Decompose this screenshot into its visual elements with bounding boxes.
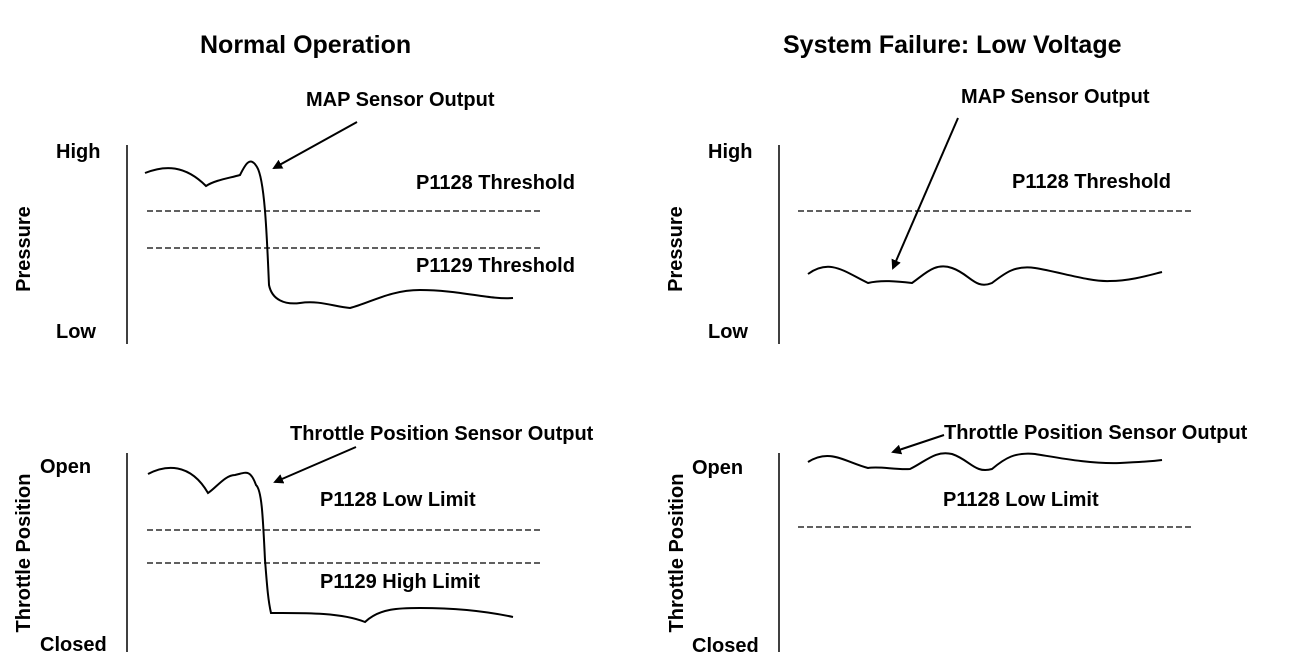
low-voltage-title: System Failure: Low Voltage — [783, 31, 1122, 59]
normal-p1129-high-limit-label: P1129 High Limit — [320, 571, 481, 593]
failure-pressure-high-label: High — [708, 141, 753, 163]
normal-throttle-callout-arrow — [273, 446, 357, 484]
normal-throttle-open-label: Open — [40, 456, 92, 478]
normal-p1128-low-limit-label: P1128 Low Limit — [320, 489, 476, 511]
normal-p1128-threshold-label: P1128 Threshold — [416, 172, 575, 194]
failure-map-callout-arrow — [891, 117, 959, 270]
normal-pressure-high-label: High — [56, 141, 101, 163]
failure-pressure-low-label: Low — [708, 321, 748, 343]
normal-pressure-axis-label: Pressure — [13, 206, 35, 292]
failure-map-sensor-curve — [807, 265, 1163, 286]
failure-pressure-axis-label: Pressure — [665, 206, 687, 292]
failure-throttle-callout-label: Throttle Position Sensor Output — [944, 422, 1248, 444]
failure-throttle-sensor-curve — [807, 452, 1163, 472]
normal-throttle-callout-label: Throttle Position Sensor Output — [290, 423, 594, 445]
normal-pressure-low-label: Low — [56, 321, 96, 343]
normal-operation-title: Normal Operation — [200, 31, 412, 59]
failure-throttle-axis-label: Throttle Position — [666, 473, 688, 633]
failure-p1128-threshold-label: P1128 Threshold — [1012, 171, 1171, 193]
failure-throttle-callout-arrow — [891, 434, 945, 455]
failure-map-callout-label: MAP Sensor Output — [961, 86, 1150, 108]
normal-map-sensor-curve — [144, 160, 514, 310]
failure-p1128-low-limit-label: P1128 Low Limit — [943, 489, 1099, 511]
normal-map-callout-arrow — [272, 121, 358, 169]
failure-throttle-closed-label: Closed — [692, 635, 759, 657]
normal-throttle-axis-label: Throttle Position — [13, 473, 35, 633]
failure-throttle-open-label: Open — [692, 457, 744, 479]
normal-throttle-closed-label: Closed — [40, 634, 107, 656]
normal-map-callout-label: MAP Sensor Output — [306, 89, 495, 111]
normal-p1129-threshold-label: P1129 Threshold — [416, 255, 575, 277]
normal-throttle-sensor-curve — [147, 467, 514, 624]
